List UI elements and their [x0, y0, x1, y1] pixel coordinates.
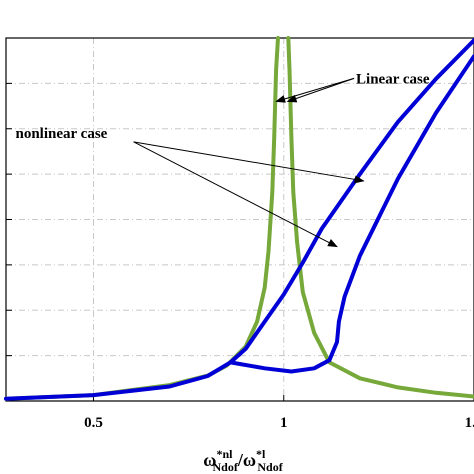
annotation-arrow-1-0 — [133, 141, 365, 184]
x-axis-label: ω*nl Ndof/ω*l Ndof — [203, 447, 283, 474]
series-line-1 — [286, 36, 474, 399]
x-tick-label-0: 0.5 — [84, 415, 103, 431]
x-label-den-sub: Ndof — [257, 460, 283, 474]
annotation-arrow-1-1 — [133, 141, 338, 248]
series-line-3 — [228, 54, 474, 374]
x-label-den-sup: *l — [256, 447, 266, 461]
x-label-omega: ω — [203, 450, 216, 470]
annotation-label-1: nonlinear case — [16, 126, 108, 142]
x-ticks: 0.5 1 1.5 — [84, 395, 474, 431]
annotations: Linear case nonlinear case — [16, 71, 430, 248]
x-tick-label-1: 1 — [280, 415, 288, 431]
annotation-label-0: Linear case — [356, 71, 430, 87]
series-line-2 — [4, 38, 474, 401]
annotation-arrow-0-1 — [286, 77, 355, 103]
grid — [6, 37, 474, 401]
x-label-slash: / — [237, 450, 244, 470]
plot-frame — [5, 37, 474, 402]
series-line-0 — [4, 36, 280, 401]
x-label-den-omega: ω — [243, 450, 256, 470]
x-tick-label-2: 1.5 — [465, 415, 474, 431]
annotation-arrow-0-0 — [275, 77, 355, 103]
x-label-num-sub: Ndof — [212, 460, 238, 474]
x-label-num-sup: *nl — [216, 447, 233, 461]
series-group — [4, 36, 474, 401]
